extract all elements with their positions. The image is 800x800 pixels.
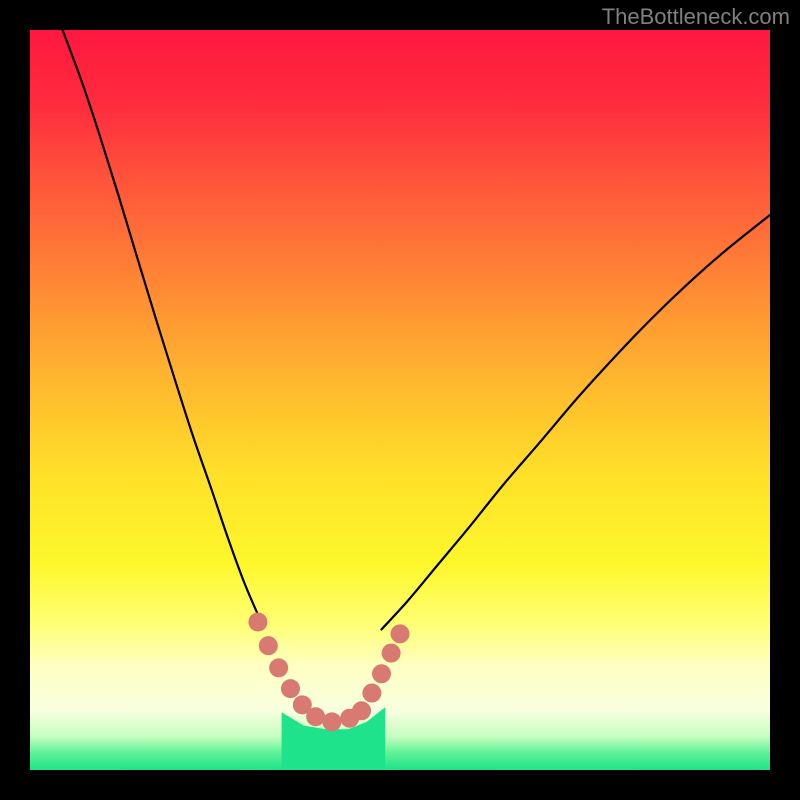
watermark-text: TheBottleneck.com bbox=[602, 4, 790, 30]
dot bbox=[362, 684, 381, 703]
dot bbox=[352, 701, 371, 720]
dot bbox=[322, 712, 341, 731]
dot bbox=[281, 679, 300, 698]
dot bbox=[306, 707, 325, 726]
dot bbox=[382, 644, 401, 663]
gradient-background bbox=[30, 30, 770, 770]
plot-area bbox=[30, 30, 770, 770]
dot bbox=[391, 624, 410, 643]
dot bbox=[269, 658, 288, 677]
dot bbox=[248, 613, 267, 632]
chart-frame: TheBottleneck.com bbox=[0, 0, 800, 800]
dot bbox=[259, 636, 278, 655]
dot bbox=[372, 664, 391, 683]
